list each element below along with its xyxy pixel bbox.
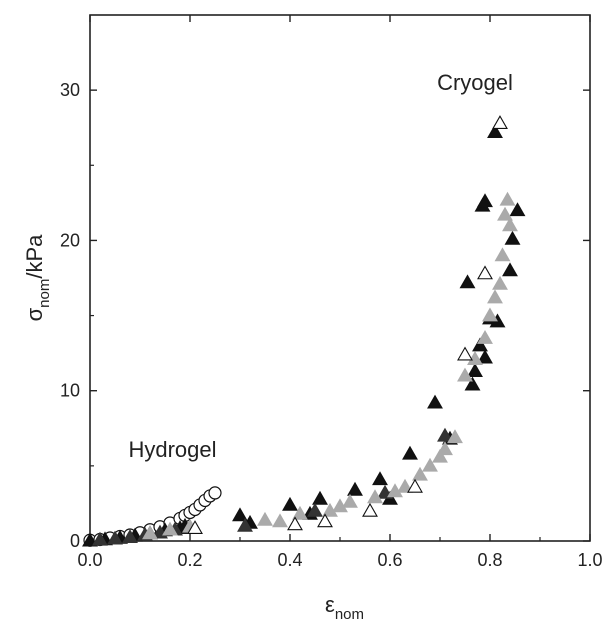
triangle-point bbox=[509, 202, 526, 217]
y-axis-suffix: /kPa bbox=[22, 234, 47, 279]
triangle-point bbox=[92, 531, 108, 546]
triangle-point bbox=[367, 489, 383, 504]
triangle-point bbox=[372, 471, 388, 486]
triangle-point bbox=[459, 274, 476, 289]
x-tick-label: 0.2 bbox=[177, 550, 202, 570]
triangle-point bbox=[492, 115, 508, 130]
triangle-point bbox=[492, 275, 508, 290]
triangle-point bbox=[487, 289, 503, 304]
data-marks bbox=[82, 115, 526, 547]
circle-point bbox=[208, 486, 222, 500]
triangle-point bbox=[494, 247, 511, 262]
triangle-point bbox=[504, 230, 521, 245]
triangle-point bbox=[317, 513, 333, 528]
triangle-point bbox=[432, 448, 448, 463]
triangle-point bbox=[362, 502, 378, 517]
x-axis-title: εnom bbox=[325, 592, 364, 623]
y-tick-label: 0 bbox=[70, 531, 80, 551]
triangle-point bbox=[292, 505, 308, 520]
triangle-point bbox=[472, 337, 488, 352]
triangle-point bbox=[402, 445, 418, 460]
x-tick-label: 0.0 bbox=[77, 550, 102, 570]
triangle-point bbox=[487, 124, 503, 139]
plot-area-border bbox=[89, 14, 591, 542]
axis-ticks: 0.0 0.2 0.4 0.6 0.8 1.0 0 10 20 30 bbox=[60, 15, 603, 570]
triangle-point bbox=[477, 330, 493, 344]
triangle-point bbox=[287, 516, 303, 531]
triangle-point bbox=[342, 493, 358, 508]
triangle-point bbox=[477, 193, 493, 208]
x-tick-label: 0.8 bbox=[477, 550, 502, 570]
triangle-point bbox=[107, 530, 123, 545]
triangle-point bbox=[437, 441, 453, 456]
triangle-point bbox=[312, 490, 328, 505]
triangle-point bbox=[422, 457, 438, 472]
y-axis-title: σnom/kPa bbox=[22, 234, 53, 322]
triangle-point bbox=[122, 529, 138, 544]
y-tick-label: 20 bbox=[60, 230, 80, 250]
x-tick-label: 0.4 bbox=[277, 550, 302, 570]
triangle-point bbox=[497, 206, 513, 221]
x-tick-label: 1.0 bbox=[577, 550, 602, 570]
triangle-point bbox=[477, 265, 493, 280]
triangle-point bbox=[272, 513, 288, 528]
triangle-point bbox=[162, 521, 178, 536]
triangle-point bbox=[464, 376, 481, 391]
x-axis-subscript: nom bbox=[335, 606, 364, 623]
triangle-point bbox=[412, 466, 428, 481]
plot-frame bbox=[89, 14, 591, 542]
triangle-point bbox=[427, 394, 443, 409]
triangle-point bbox=[237, 517, 253, 532]
y-axis-symbol: σ bbox=[22, 307, 47, 321]
x-tick-label: 0.6 bbox=[377, 550, 402, 570]
triangle-point bbox=[482, 307, 498, 322]
triangle-point bbox=[257, 511, 273, 526]
triangle-point bbox=[447, 429, 463, 444]
x-axis-symbol: ε bbox=[325, 592, 335, 617]
triangle-point bbox=[467, 363, 483, 377]
triangle-point bbox=[502, 262, 518, 277]
triangle-point bbox=[502, 217, 518, 232]
triangle-point bbox=[397, 478, 413, 493]
triangle-point bbox=[407, 478, 423, 493]
triangle-point bbox=[232, 507, 248, 522]
triangle-point bbox=[187, 520, 203, 535]
triangle-point bbox=[457, 367, 473, 382]
triangle-point bbox=[499, 191, 516, 206]
triangle-point bbox=[457, 346, 473, 361]
triangle-point bbox=[282, 496, 298, 511]
y-tick-label: 30 bbox=[60, 80, 80, 100]
triangle-point bbox=[347, 481, 363, 496]
annotation-label: Hydrogel bbox=[128, 437, 216, 462]
triangle-point bbox=[307, 502, 323, 517]
y-axis-subscript: nom bbox=[36, 279, 53, 308]
triangle-point bbox=[82, 532, 98, 547]
annotations: Cryogel Hydrogel bbox=[128, 70, 512, 462]
triangle-point bbox=[437, 427, 453, 442]
y-tick-label: 10 bbox=[60, 381, 80, 401]
triangle-point bbox=[477, 349, 493, 364]
annotation-label: Cryogel bbox=[437, 70, 513, 95]
triangle-point bbox=[142, 525, 158, 540]
